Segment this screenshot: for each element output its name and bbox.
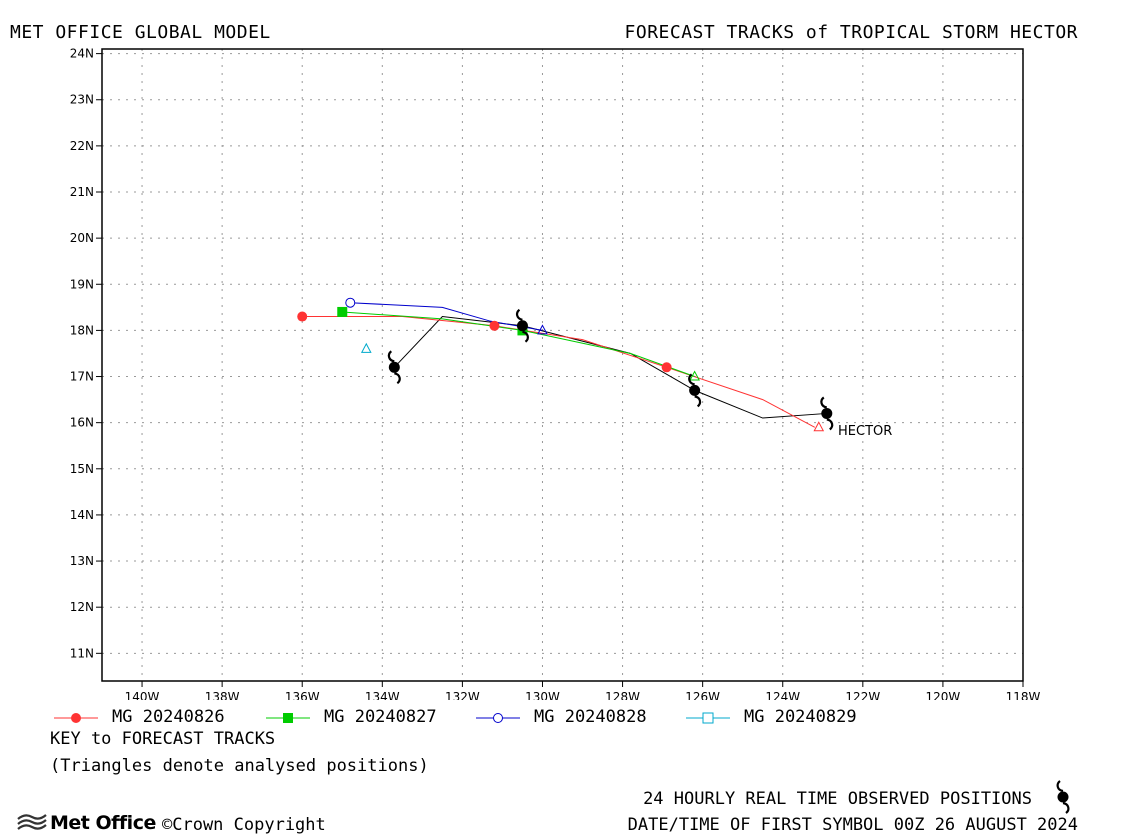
hurricane-symbol-core — [689, 384, 701, 396]
hurricane-symbol-icon — [688, 373, 702, 408]
met-office-logo-icon — [17, 814, 47, 830]
legend-label: MG 20240827 — [324, 707, 437, 727]
y-tick-label: 19N — [70, 277, 94, 291]
x-tick-label: 118W — [1006, 690, 1041, 700]
key-title: KEY to FORECAST TRACKS — [50, 729, 276, 749]
copyright-notice: ©Crown Copyright — [162, 815, 326, 835]
x-tick-label: 130W — [525, 690, 560, 700]
hurricane-symbol-arm — [688, 373, 695, 386]
forecast-track-map: 140W 138W 136W 134W 132W 130W 128W 126W 124W 122W… — [70, 47, 1041, 700]
analysed-position-triangle — [537, 324, 548, 335]
y-tick-label: 14N — [70, 508, 94, 522]
hurricane-symbol-core — [516, 320, 528, 332]
legend-label: MG 20240828 — [534, 707, 647, 727]
y-tick-label: 20N — [70, 231, 94, 245]
y-tick-label: 17N — [70, 370, 94, 384]
x-tick-label: 140W — [125, 690, 160, 700]
hurricane-symbol-arm — [820, 396, 828, 409]
y-tick-label: 15N — [70, 462, 94, 476]
hurricane-symbol-arm — [826, 418, 834, 431]
hurricane-symbol-core — [821, 407, 833, 419]
observed-positions-note: 24 HOURLY REAL TIME OBSERVED POSITIONS — [643, 789, 1032, 809]
symbol-layer — [297, 297, 834, 432]
axis-ticks: 140W 138W 136W 134W 132W 130W 128W 126W 124W 122W… — [70, 47, 1041, 700]
x-tick-label: 136W — [285, 690, 320, 700]
hurricane-symbol-icon — [515, 308, 529, 343]
y-tick-label: 18N — [70, 323, 94, 337]
x-tick-label: 128W — [605, 690, 640, 700]
hurricane-symbol-arm — [387, 350, 395, 363]
storm-name-label: HECTOR — [838, 424, 892, 439]
forecast-track-line — [302, 316, 816, 428]
y-tick-label: 22N — [70, 139, 94, 153]
analysed-position-triangle — [813, 421, 825, 432]
legend-swatch-red-circle — [54, 713, 98, 723]
x-tick-label: 126W — [685, 690, 720, 700]
hurricane-symbol-icon — [1056, 780, 1070, 814]
forecast-track-line — [350, 302, 543, 331]
y-tick-label: 11N — [70, 646, 94, 660]
y-tick-label: 21N — [70, 185, 94, 199]
observed-track-line — [393, 316, 827, 419]
analysed-position-triangle — [689, 370, 700, 381]
legend-label: MG 20240826 — [112, 707, 225, 727]
y-tick-label: 24N — [70, 47, 94, 61]
legend-swatch-green-square — [266, 713, 310, 723]
hurricane-symbol-arm — [515, 308, 523, 321]
legend-swatch-cyan-open-square — [686, 712, 730, 724]
header-chart-title: FORECAST TRACKS of TROPICAL STORM HECTOR — [624, 22, 1078, 43]
x-tick-label: 124W — [765, 690, 800, 700]
forecast-marker — [337, 306, 348, 317]
hurricane-symbol-core — [388, 361, 400, 373]
legend-label: MG 20240829 — [744, 707, 857, 727]
track-layer — [302, 302, 827, 428]
x-tick-label: 122W — [845, 690, 880, 700]
y-tick-label: 16N — [70, 416, 94, 430]
forecast-marker — [345, 297, 356, 308]
x-tick-label: 120W — [926, 690, 961, 700]
met-office-logo-text: Met Office — [50, 812, 156, 834]
x-tick-label: 138W — [205, 690, 240, 700]
x-tick-label: 134W — [365, 690, 400, 700]
forecast-marker — [661, 362, 672, 373]
y-tick-label: 13N — [70, 554, 94, 568]
map-grid — [102, 49, 1023, 681]
y-tick-label: 23N — [70, 93, 94, 107]
x-tick-label: 132W — [445, 690, 480, 700]
forecast-marker — [489, 320, 500, 331]
hurricane-symbol-arm — [694, 395, 702, 408]
first-symbol-date-note: DATE/TIME OF FIRST SYMBOL 00Z 26 AUGUST … — [627, 815, 1078, 835]
hurricane-symbol-icon — [820, 396, 834, 431]
analysed-position-triangle — [360, 342, 372, 353]
y-tick-label: 12N — [70, 600, 94, 614]
hurricane-symbol-arm — [522, 330, 529, 343]
hurricane-symbol-icon — [387, 350, 401, 385]
header-model-name: MET OFFICE GLOBAL MODEL — [10, 22, 271, 43]
legend-swatch-blue-open-circle — [476, 713, 520, 723]
hurricane-symbol-arm — [394, 372, 401, 385]
map-frame — [101, 48, 1024, 682]
forecast-marker — [297, 311, 308, 322]
key-note: (Triangles denote analysed positions) — [50, 756, 429, 776]
